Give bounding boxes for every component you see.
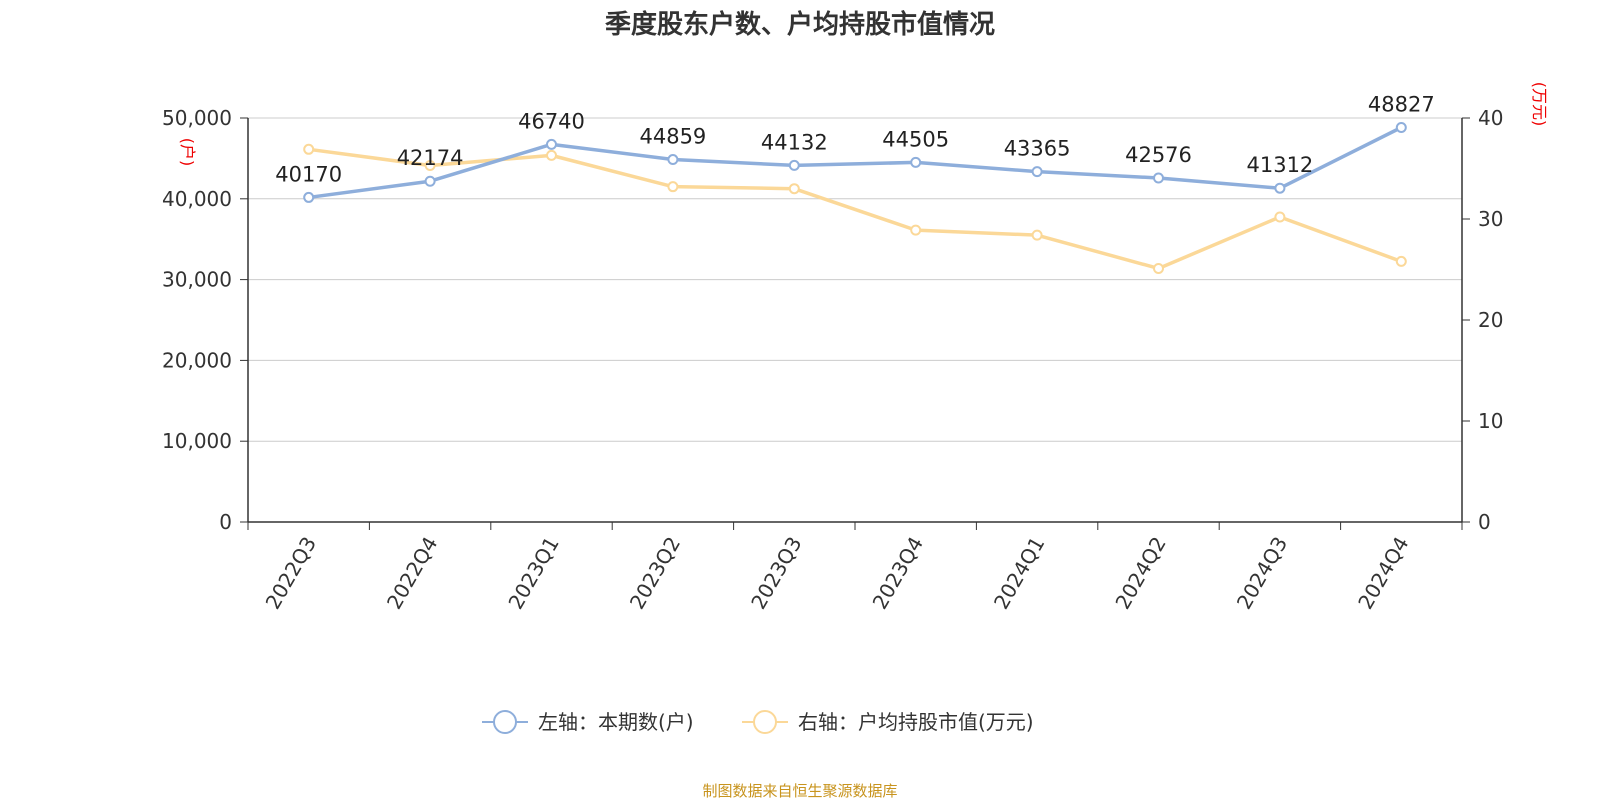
y-right-tick-label: 40 bbox=[1478, 106, 1503, 130]
y-left-tick-label: 30,000 bbox=[162, 268, 232, 292]
avg-value-point bbox=[667, 181, 679, 193]
holders-point bbox=[424, 175, 436, 187]
data-label: 41312 bbox=[1246, 153, 1313, 177]
holders-point bbox=[788, 159, 800, 171]
y-left-tick-label: 20,000 bbox=[162, 348, 232, 372]
gridlines bbox=[248, 117, 1462, 442]
holders-point bbox=[1274, 182, 1286, 194]
chart-title: 季度股东户数、户均持股市值情况 bbox=[604, 10, 995, 40]
data-label: 40170 bbox=[275, 162, 342, 186]
y-right-tick-label: 0 bbox=[1478, 510, 1491, 534]
avg-value-point bbox=[910, 224, 922, 236]
avg-value-point bbox=[1395, 255, 1407, 267]
y-right-tick-label: 30 bbox=[1478, 207, 1503, 231]
x-tick-label: 2023Q3 bbox=[746, 533, 806, 614]
data-labels: 40170 42174 46740 44859 44132 44505 43365 42576… bbox=[275, 92, 1434, 186]
y-right-tick-label: 20 bbox=[1478, 308, 1503, 332]
holders-point bbox=[1031, 166, 1043, 178]
y-left-tick-label: 50,000 bbox=[162, 106, 232, 130]
avg-value-point bbox=[424, 159, 436, 171]
legend-marker bbox=[493, 710, 517, 734]
y-right-tick-label: 10 bbox=[1478, 409, 1503, 433]
holders-point bbox=[910, 156, 922, 168]
holders-point bbox=[1395, 121, 1407, 133]
legend-marker bbox=[753, 710, 777, 734]
y-left-tick-label: 0 bbox=[219, 510, 232, 534]
data-label: 43365 bbox=[1004, 137, 1071, 161]
x-tick-label: 2023Q2 bbox=[625, 533, 685, 614]
avg-value-point bbox=[788, 183, 800, 195]
holders-point bbox=[303, 191, 315, 203]
avg-value-point bbox=[546, 149, 557, 161]
legend-label: 右轴：户均持股市值(万元) bbox=[798, 710, 1034, 734]
x-tick-label: 2024Q3 bbox=[1232, 533, 1292, 614]
x-tick-label: 2022Q3 bbox=[261, 533, 321, 614]
data-label: 44505 bbox=[882, 127, 949, 151]
avg-value-point bbox=[1031, 229, 1043, 241]
x-tick-label: 2023Q4 bbox=[868, 533, 928, 614]
data-label: 44859 bbox=[639, 125, 706, 149]
data-label: 46740 bbox=[518, 109, 585, 133]
holders-point bbox=[667, 154, 679, 166]
x-tick-label: 2024Q1 bbox=[989, 533, 1049, 614]
data-label: 48827 bbox=[1368, 92, 1435, 116]
avg-value-point bbox=[303, 143, 315, 155]
x-tick-label: 2024Q2 bbox=[1110, 533, 1170, 614]
source-note: 制图数据来自恒生聚源数据库 bbox=[702, 782, 898, 800]
data-label: 44132 bbox=[761, 130, 828, 154]
y-left-unit-label: (户) bbox=[178, 138, 197, 167]
axes: 0 10,000 20,000 30,000 40,000 50,000 0 10 20 30 40… bbox=[162, 82, 1549, 613]
series-line-avg-value bbox=[308, 147, 1402, 271]
series-lines bbox=[303, 121, 1407, 274]
series-line-holders bbox=[308, 125, 1403, 200]
data-label: 42576 bbox=[1125, 143, 1192, 167]
y-left-tick-label: 10,000 bbox=[162, 429, 232, 453]
x-tick-label: 2022Q4 bbox=[382, 533, 442, 614]
x-tick-label: 2024Q4 bbox=[1353, 533, 1413, 614]
legend-label: 左轴：本期数(户) bbox=[538, 710, 694, 734]
avg-value-point bbox=[1274, 211, 1286, 223]
y-right-unit-label: (万元) bbox=[1530, 82, 1549, 127]
legend[interactable]: 左轴：本期数(户) 右轴：户均持股市值(万元) bbox=[482, 710, 1034, 734]
data-label: 42174 bbox=[397, 146, 464, 170]
holders-point bbox=[546, 138, 557, 150]
y-left-tick-label: 40,000 bbox=[162, 187, 232, 211]
holders-point bbox=[1153, 172, 1164, 184]
x-tick-label: 2023Q1 bbox=[503, 533, 563, 614]
avg-value-point bbox=[1153, 262, 1164, 274]
